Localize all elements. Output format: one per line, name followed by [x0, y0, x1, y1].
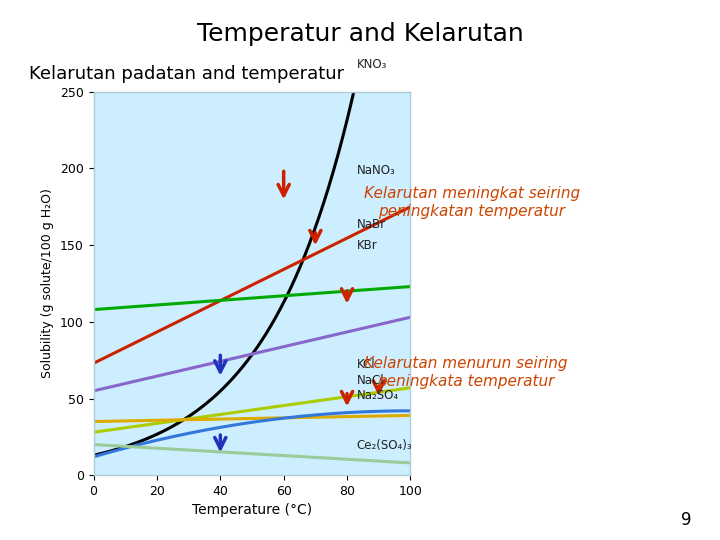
- Text: Ce₂(SO₄)₃: Ce₂(SO₄)₃: [356, 439, 412, 452]
- Text: 9: 9: [680, 511, 691, 529]
- Y-axis label: Solubility (g solute/100 g H₂O): Solubility (g solute/100 g H₂O): [42, 188, 55, 379]
- Text: NaCl: NaCl: [356, 374, 384, 387]
- Text: Temperatur and Kelarutan: Temperatur and Kelarutan: [197, 22, 523, 45]
- X-axis label: Temperature (°C): Temperature (°C): [192, 503, 312, 517]
- Text: Kelarutan meningkat seiring
peningkatan temperatur: Kelarutan meningkat seiring peningkatan …: [364, 186, 580, 219]
- Text: Na₂SO₄: Na₂SO₄: [356, 389, 399, 402]
- Text: KCl: KCl: [356, 358, 375, 371]
- Text: KNO₃: KNO₃: [356, 58, 387, 71]
- Text: NaBr: NaBr: [356, 218, 385, 231]
- Text: NaNO₃: NaNO₃: [356, 164, 395, 177]
- Text: Kelarutan padatan and temperatur: Kelarutan padatan and temperatur: [29, 65, 344, 83]
- Text: Kelarutan menurun seiring
peningkata temperatur: Kelarutan menurun seiring peningkata tem…: [364, 356, 567, 389]
- Text: KBr: KBr: [356, 239, 377, 252]
